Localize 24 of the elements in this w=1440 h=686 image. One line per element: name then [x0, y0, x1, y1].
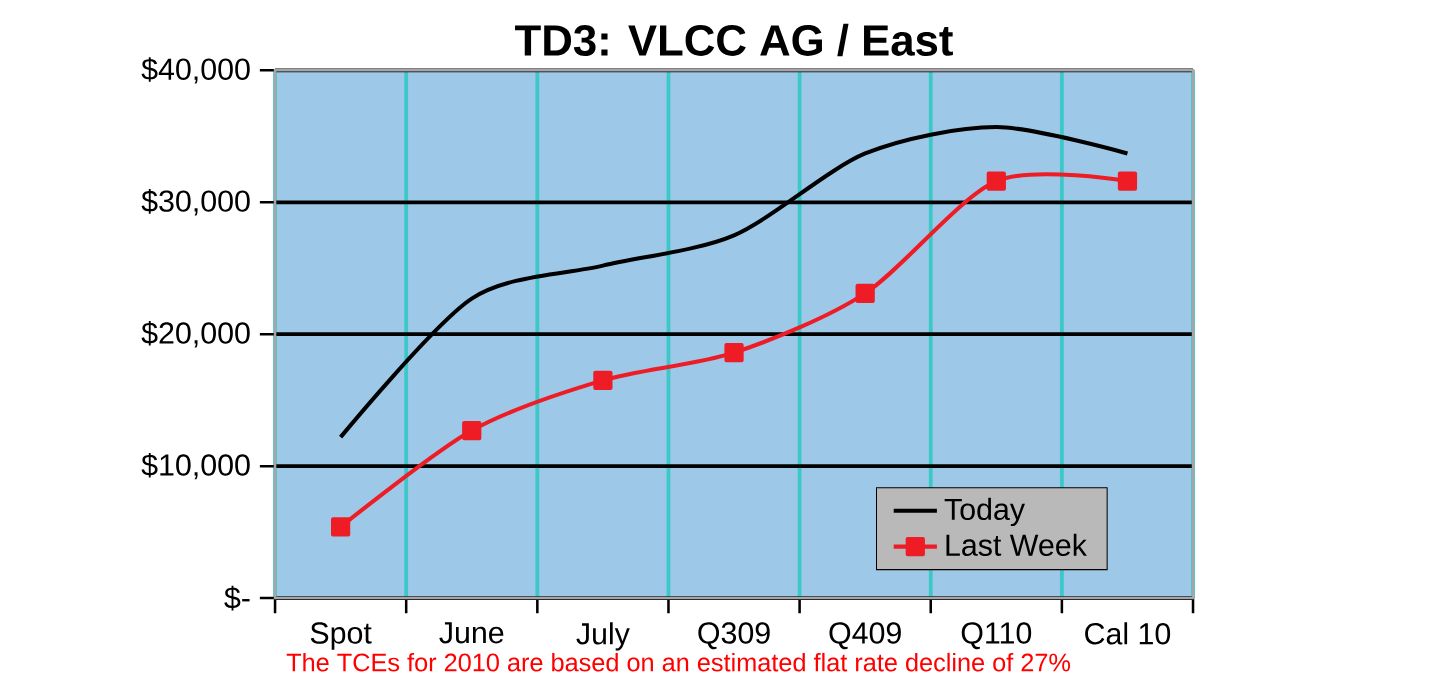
chart-title: TD3: VLCC AG / East [515, 23, 953, 57]
point [855, 283, 875, 303]
x-tick-label: July [576, 622, 630, 651]
point [331, 517, 351, 537]
point [1117, 171, 1138, 191]
y-tick-label: $10,000 [141, 453, 250, 480]
y-tick-label: $40,000 [141, 57, 250, 84]
point [986, 171, 1006, 191]
x-tick-label: Q409 [829, 622, 901, 650]
point [724, 343, 744, 363]
x-tick-label: Cal 10 [1085, 622, 1171, 645]
y-tick-label: $- [224, 585, 250, 611]
text: The TCEs for 2010 are based on an estimated flat rate decline of 27% [286, 652, 1071, 672]
legend-label: Today [944, 497, 1025, 527]
point [462, 420, 482, 441]
x-tick-label: Spot [310, 622, 372, 650]
y-tick-label: $20,000 [141, 321, 250, 348]
legend-label: Last Week [946, 533, 1087, 557]
y-tick-label: $30,000 [141, 189, 250, 216]
x-tick-label: Q309 [698, 622, 770, 650]
x-tick-label: June [439, 622, 504, 644]
line-series [338, 125, 1130, 440]
point [593, 370, 613, 391]
x-tick-label: Q110 [961, 622, 1032, 650]
